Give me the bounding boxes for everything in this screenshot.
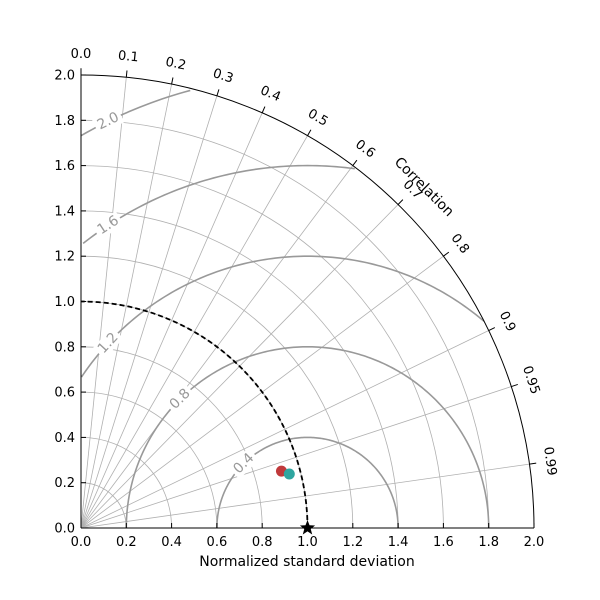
std-grid-arc — [80, 482, 127, 529]
std-grid-arc — [80, 119, 490, 529]
rms-label-background — [92, 107, 125, 135]
std-grid-arc — [80, 346, 263, 529]
correlation-tick-label: 0.5 — [305, 106, 330, 129]
label-layer: 0.0 0.1 0.20.30.40.50.60.70.80.90.950.990.… — [54, 47, 559, 550]
x-tick-label: 0.4 — [161, 535, 182, 550]
correlation-tick-mark — [171, 77, 174, 85]
correlation-tick-mark — [397, 199, 404, 205]
x-tick-label: 0.0 — [71, 535, 92, 550]
rms-label-background — [92, 327, 124, 359]
x-axis-title: Normalized standard deviation — [199, 554, 414, 570]
correlation-tick-label: 0.6 — [352, 137, 378, 161]
correlation-tick-label: 0.8 — [448, 231, 472, 257]
y-tick-label: 1.0 — [54, 295, 75, 310]
correlation-grid-line — [80, 330, 489, 529]
y-tick-label: 0.4 — [54, 431, 75, 446]
rms-label-background — [228, 448, 260, 480]
x-tick-label: 1.0 — [297, 535, 318, 550]
x-tick-label: 1.6 — [433, 535, 454, 550]
correlation-tick-mark — [529, 462, 537, 465]
rms-contour-layer: 0.40.81.21.62.0 — [80, 89, 490, 529]
frame-layer — [80, 68, 537, 529]
correlation-tick-mark — [307, 129, 312, 136]
rms-contour — [216, 436, 399, 529]
correlation-grid-line — [80, 95, 218, 529]
model-point — [283, 468, 295, 480]
reference-std-arc — [80, 300, 309, 529]
point-layer — [275, 465, 316, 535]
correlation-tick-label: 0.0 — [71, 47, 92, 62]
std-grid-arc — [80, 165, 444, 529]
correlation-grid-line — [80, 135, 308, 529]
x-tick-label: 1.4 — [388, 535, 409, 550]
correlation-tick-label: 0.99 — [540, 446, 559, 477]
rms-contour — [80, 255, 485, 378]
correlation-tick-label: 0.1 — [117, 48, 139, 65]
y-tick-label: 2.0 — [54, 69, 75, 84]
correlation-grid-line — [80, 84, 172, 529]
std-grid-arc — [80, 391, 218, 529]
y-tick-label: 1.2 — [54, 250, 75, 265]
std-grid-arc — [80, 255, 354, 529]
correlation-tick-label: 0.4 — [258, 83, 283, 105]
x-tick-label: 0.8 — [252, 535, 273, 550]
x-tick-label: 1.2 — [342, 535, 363, 550]
correlation-tick-label: 0.3 — [211, 66, 235, 87]
y-tick-label: 0.2 — [54, 476, 75, 491]
reference-star — [299, 520, 316, 535]
correlation-tick-label: 0.9 — [496, 309, 519, 334]
rms-contour — [82, 164, 355, 245]
std-grid-arc — [80, 210, 399, 529]
correlation-tick-label: 0.2 — [164, 55, 187, 74]
correlation-grid-line — [80, 112, 263, 529]
x-tick-label: 1.8 — [478, 535, 499, 550]
correlation-tick-label: 0.95 — [519, 364, 542, 396]
correlation-tick-mark — [352, 159, 358, 166]
y-tick-label: 1.6 — [54, 159, 75, 174]
correlation-tick-mark — [216, 89, 220, 97]
rms-label-background — [92, 210, 125, 240]
correlation-tick-mark — [443, 251, 450, 257]
correlation-grid-line — [80, 386, 512, 529]
x-tick-label: 2.0 — [524, 535, 545, 550]
outer-arc — [80, 74, 535, 529]
rms-contour — [125, 345, 490, 529]
correlation-tick-mark — [488, 327, 496, 331]
y-tick-label: 1.4 — [54, 204, 75, 219]
rms-label-background — [164, 383, 196, 415]
correlation-tick-mark — [511, 383, 518, 388]
correlation-tick-mark — [125, 70, 128, 78]
y-tick-label: 0.8 — [54, 340, 75, 355]
y-tick-label: 0.6 — [54, 386, 75, 401]
y-tick-label: 0.0 — [54, 522, 75, 537]
x-tick-label: 0.6 — [207, 535, 228, 550]
y-tick-label: 1.8 — [54, 114, 75, 129]
correlation-tick-mark — [261, 106, 266, 114]
grid-layer — [80, 77, 530, 529]
x-tick-label: 0.2 — [116, 535, 137, 550]
